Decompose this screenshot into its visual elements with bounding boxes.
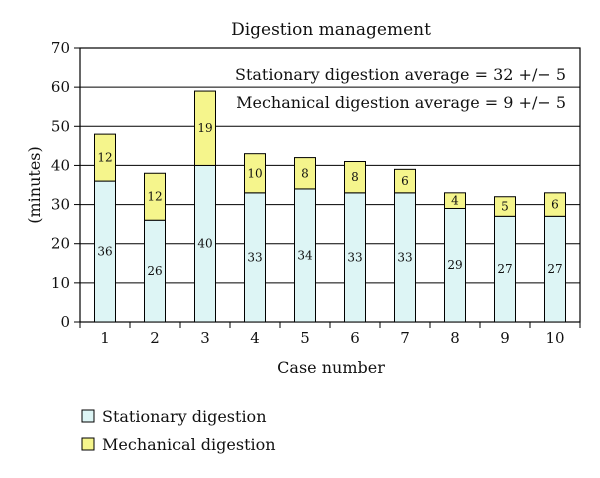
data-label-stationary: 33 (397, 250, 412, 264)
data-label-stationary: 40 (197, 237, 212, 251)
y-tick-label: 0 (60, 313, 70, 331)
x-tick-label: 8 (450, 329, 460, 347)
data-label-stationary: 34 (297, 248, 313, 262)
bar-mechanical (94, 133, 116, 182)
data-label-mechanical: 12 (147, 190, 162, 204)
y-tick-label: 20 (51, 235, 70, 253)
data-label-mechanical: 19 (197, 121, 212, 135)
bar-mechanical (294, 157, 316, 190)
bar-mechanical (244, 153, 266, 194)
x-tick-label: 10 (545, 329, 564, 347)
data-label-stationary: 27 (497, 262, 512, 276)
x-tick-label: 3 (200, 329, 210, 347)
data-label-stationary: 29 (447, 258, 462, 272)
bar-mechanical (144, 172, 166, 221)
y-tick-label: 70 (51, 39, 70, 57)
x-tick-label: 6 (350, 329, 360, 347)
data-label-mechanical: 6 (401, 174, 409, 188)
data-label-mechanical: 4 (451, 194, 459, 208)
data-label-mechanical: 10 (247, 166, 262, 180)
bar-mechanical (444, 192, 466, 209)
data-label-stationary: 27 (547, 262, 562, 276)
x-axis-label: Case number (277, 358, 385, 377)
chart-title: Digestion management (231, 20, 431, 40)
data-label-mechanical: 5 (501, 200, 509, 214)
y-axis-ticks: 0 10 20 30 40 50 60 70 (51, 39, 80, 331)
annotations: Stationary digestion average = 32 +/− 5 … (235, 65, 566, 112)
data-label-stationary: 33 (247, 250, 262, 264)
data-label-mechanical: 8 (301, 166, 309, 180)
legend-label: Stationary digestion (102, 407, 267, 426)
annotation-mechanical-average: Mechanical digestion average = 9 +/− 5 (236, 93, 566, 112)
y-tick-label: 60 (51, 78, 70, 96)
x-tick-label: 5 (300, 329, 310, 347)
data-label-stationary: 36 (97, 245, 112, 259)
data-label-mechanical: 6 (551, 198, 559, 212)
data-label-stationary: 33 (347, 250, 362, 264)
legend-swatch (81, 437, 95, 451)
data-label-mechanical: 12 (97, 151, 112, 165)
x-tick-label: 2 (150, 329, 160, 347)
bar-mechanical (544, 192, 566, 217)
x-tick-label: 1 (100, 329, 110, 347)
x-axis-ticks: 1 2 3 4 5 6 7 8 9 10 (79, 322, 581, 347)
annotation-stationary-average: Stationary digestion average = 32 +/− 5 (235, 65, 566, 84)
y-tick-label: 30 (51, 196, 70, 214)
bar-mechanical (394, 168, 416, 194)
legend: Stationary digestion Mechanical digestion (81, 407, 276, 454)
x-tick-label: 7 (400, 329, 410, 347)
bar-mechanical (194, 90, 216, 166)
y-axis-label: (minutes) (25, 146, 44, 224)
data-label-mechanical: 8 (351, 170, 359, 184)
x-tick-label: 4 (250, 329, 260, 347)
x-tick-label: 9 (500, 329, 510, 347)
legend-label: Mechanical digestion (102, 435, 276, 454)
y-tick-label: 40 (51, 156, 70, 174)
bar-mechanical (494, 196, 516, 217)
bar-mechanical (344, 161, 366, 194)
legend-swatch (81, 409, 95, 423)
data-label-stationary: 26 (147, 264, 162, 278)
y-tick-label: 10 (51, 274, 70, 292)
y-tick-label: 50 (51, 117, 70, 135)
bars: 36 12 26 12 40 19 33 10 34 8 33 8 33 6 29 4 27 5 27 6 (94, 90, 566, 323)
